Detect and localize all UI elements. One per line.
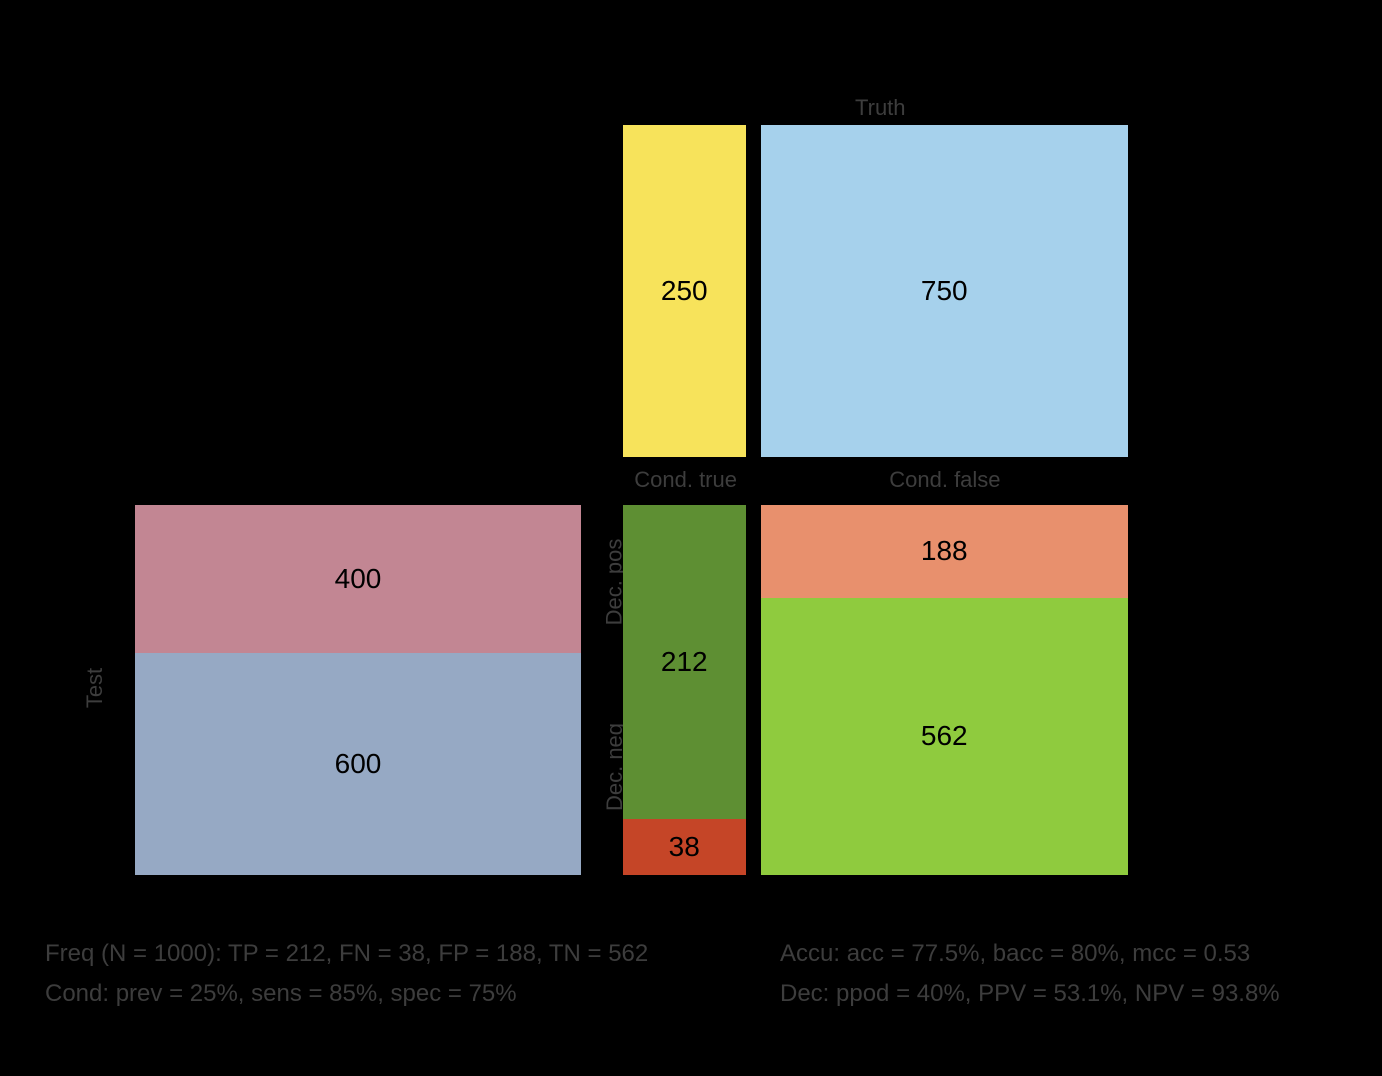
truth-axis-label: Truth	[855, 95, 906, 121]
truth-cond-false-block: 750	[761, 125, 1129, 457]
footer-cond: Cond: prev = 25%, sens = 85%, spec = 75%	[45, 980, 517, 1008]
footer-freq: Freq (N = 1000): TP = 212, FN = 38, FP =…	[45, 940, 648, 968]
test-dec-pos-value: 400	[335, 563, 382, 595]
cell-tn: 562	[761, 598, 1129, 875]
test-dec-neg-block: 600	[135, 653, 581, 875]
truth-cond-false-value: 750	[921, 275, 968, 307]
footer-accu: Accu: acc = 77.5%, bacc = 80%, mcc = 0.5…	[780, 940, 1250, 968]
test-dec-pos-block: 400	[135, 505, 581, 653]
test-axis-label: Test	[82, 668, 108, 708]
truth-cond-true-block: 250	[623, 125, 746, 457]
cond-false-label: Cond. false	[889, 467, 1000, 493]
cell-tp-value: 212	[661, 646, 708, 678]
cell-tn-value: 562	[921, 720, 968, 752]
test-dec-neg-value: 600	[335, 748, 382, 780]
cell-fn-value: 38	[669, 831, 700, 863]
cell-fn: 38	[623, 819, 746, 875]
cond-true-label: Cond. true	[634, 467, 737, 493]
cell-fp: 188	[761, 505, 1129, 598]
diagram-stage: Truth 250 750 Cond. true Cond. false Tes…	[0, 0, 1382, 1076]
cell-fp-value: 188	[921, 535, 968, 567]
footer-dec: Dec: ppod = 40%, PPV = 53.1%, NPV = 93.8…	[780, 980, 1280, 1008]
truth-cond-true-value: 250	[661, 275, 708, 307]
cell-tp: 212	[623, 505, 746, 819]
